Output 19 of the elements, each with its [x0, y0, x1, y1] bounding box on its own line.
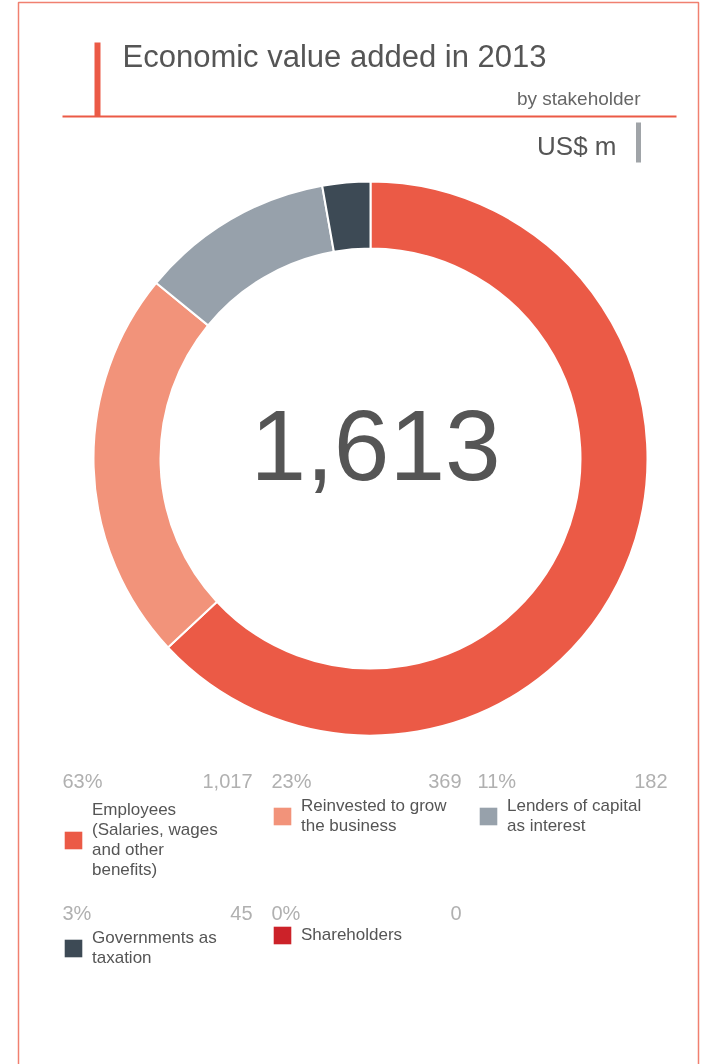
text: 11%: [477, 769, 517, 792]
legend-label: Governments as taxation: [92, 928, 217, 968]
data-label: 182: [634, 769, 668, 792]
chart-subtitle: by stakeholder: [516, 88, 642, 109]
text: 0: [450, 901, 462, 924]
text: 23%: [271, 769, 312, 792]
data-label: 1,017: [202, 769, 253, 792]
data-label: 369: [428, 769, 462, 792]
text: 1,613: [250, 389, 501, 501]
text: 0%: [271, 901, 301, 924]
legend-label: Employees (Salaries, wages and other benefits): [92, 800, 218, 880]
data-label: 45: [230, 901, 253, 924]
text: 3%: [62, 901, 92, 924]
legend-label: Reinvested to grow the business: [301, 796, 447, 836]
chart-title: Economic value added in 2013: [122, 39, 547, 74]
text: US$ m: [537, 130, 617, 161]
text: 63%: [62, 769, 103, 792]
legend-label: Lenders of capital as interest: [507, 796, 642, 836]
legend-label: Shareholders: [301, 925, 403, 945]
